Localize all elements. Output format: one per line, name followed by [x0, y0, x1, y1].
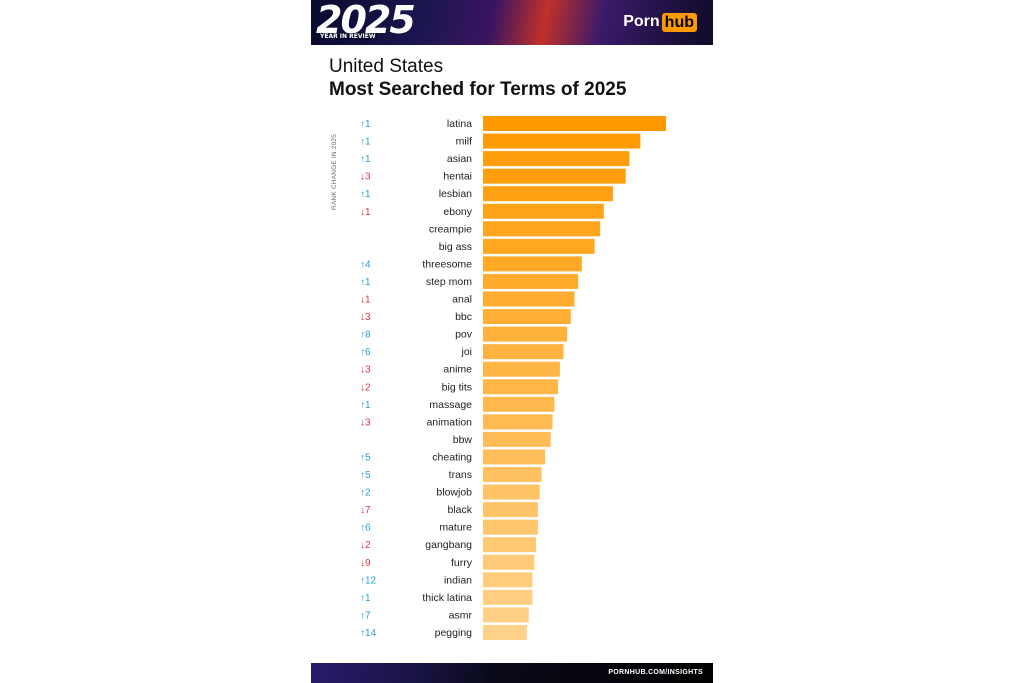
category-label: cheating: [432, 451, 472, 463]
bar-blowjob: [483, 484, 540, 500]
bar-threesome: [483, 256, 582, 272]
rank-down-label: ↓3: [360, 365, 371, 376]
rank-up-label: ↑2: [360, 488, 371, 499]
bar-anal: [483, 291, 575, 307]
infographic-card: 2025 YEAR IN REVIEW Porn hub United Stat…: [311, 0, 713, 683]
bar-animation: [483, 414, 553, 430]
category-label: thick latina: [422, 592, 472, 604]
search-terms-bar-chart: latina ↑1 milf ↑1 asian ↑1 hentai ↓3 lesbian ↑1 eb…: [360, 116, 666, 640]
category-label: big tits: [442, 381, 472, 393]
bar-joi: [483, 344, 564, 360]
rank-up-label: ↑14: [360, 628, 377, 639]
rank-up-label: ↑1: [360, 119, 371, 130]
pornhub-logo: Porn hub: [623, 12, 697, 32]
category-label: bbc: [455, 311, 472, 323]
rank-down-label: ↓1: [360, 207, 371, 218]
rank-down-label: ↓9: [360, 558, 371, 569]
rank-up-label: ↑1: [360, 277, 371, 288]
bar-latina: [483, 116, 666, 131]
category-label: lesbian: [439, 188, 472, 200]
banner-subtitle: YEAR IN REVIEW: [318, 33, 378, 40]
bar-asian: [483, 151, 630, 167]
rank-up-label: ↑6: [360, 347, 371, 358]
category-label: latina: [447, 118, 472, 130]
rank-down-label: ↓2: [360, 540, 371, 551]
category-label: furry: [451, 557, 473, 569]
bar-big-ass: [483, 238, 595, 254]
rank-down-label: ↓3: [360, 312, 371, 323]
rank-down-label: ↓3: [360, 417, 371, 428]
category-label: bbw: [453, 434, 473, 446]
rank-up-label: ↑1: [360, 400, 371, 411]
footer-url: PORNHUB.COM/INSIGHTS: [608, 669, 703, 676]
bar-bbc: [483, 309, 571, 325]
year-in-review-banner: 2025 YEAR IN REVIEW Porn hub: [311, 0, 713, 45]
bar-step-mom: [483, 273, 579, 289]
rank-up-label: ↑5: [360, 452, 371, 463]
bar-anime: [483, 361, 560, 377]
category-label: massage: [429, 399, 472, 411]
rank-up-label: ↑4: [360, 259, 371, 270]
category-label: milf: [456, 136, 472, 148]
bar-creampie: [483, 221, 601, 237]
category-label: pegging: [435, 627, 473, 639]
rank-up-label: ↑1: [360, 137, 371, 148]
rank-up-label: ↑1: [360, 593, 371, 604]
bar-black: [483, 502, 538, 518]
category-label: creampie: [429, 223, 472, 235]
category-label: blowjob: [436, 487, 472, 499]
category-label: anime: [443, 364, 472, 376]
bar-milf: [483, 133, 641, 149]
category-label: pov: [455, 329, 473, 341]
rank-down-label: ↓2: [360, 382, 371, 393]
logo-text-part2: hub: [661, 12, 697, 32]
rank-down-label: ↓7: [360, 505, 371, 516]
rank-down-label: ↓1: [360, 295, 371, 306]
logo-text-part1: Porn: [623, 13, 660, 30]
bar-thick-latina: [483, 589, 533, 605]
rank-down-label: ↓3: [360, 172, 371, 183]
rank-up-label: ↑12: [360, 575, 377, 586]
rank-up-label: ↑1: [360, 189, 371, 200]
category-label: black: [447, 504, 472, 516]
bar-bbw: [483, 431, 551, 447]
bar-big-tits: [483, 379, 559, 395]
category-label: anal: [452, 294, 472, 306]
rank-up-label: ↑1: [360, 154, 371, 165]
rank-up-label: ↑7: [360, 610, 371, 621]
bar-massage: [483, 396, 555, 412]
bar-mature: [483, 519, 538, 535]
rank-up-label: ↑5: [360, 470, 371, 481]
rank-up-label: ↑8: [360, 330, 371, 341]
page-title: Most Searched for Terms of 2025: [329, 79, 627, 100]
category-label: joi: [460, 346, 472, 358]
category-label: hentai: [443, 171, 472, 183]
category-label: threesome: [422, 258, 472, 270]
category-label: animation: [426, 416, 472, 428]
category-label: step mom: [426, 276, 472, 288]
category-label: asian: [447, 153, 472, 165]
bar-cheating: [483, 449, 546, 465]
bar-gangbang: [483, 537, 537, 553]
bar-pov: [483, 326, 568, 342]
bar-ebony: [483, 203, 604, 219]
bar-indian: [483, 572, 533, 588]
category-label: big ass: [439, 241, 472, 253]
bar-pegging: [483, 624, 527, 640]
category-label: ebony: [443, 206, 472, 218]
category-label: indian: [444, 574, 472, 586]
bar-asmr: [483, 607, 529, 623]
bar-hentai: [483, 168, 626, 184]
footer-banner: PORNHUB.COM/INSIGHTS: [311, 663, 713, 683]
bar-trans: [483, 467, 542, 482]
rank-up-label: ↑6: [360, 523, 371, 534]
category-label: mature: [439, 522, 472, 534]
bar-furry: [483, 554, 535, 570]
country-heading: United States: [329, 56, 444, 77]
category-label: asmr: [449, 609, 473, 621]
category-label: gangbang: [425, 539, 472, 551]
bar-lesbian: [483, 186, 613, 202]
category-label: trans: [449, 469, 472, 481]
